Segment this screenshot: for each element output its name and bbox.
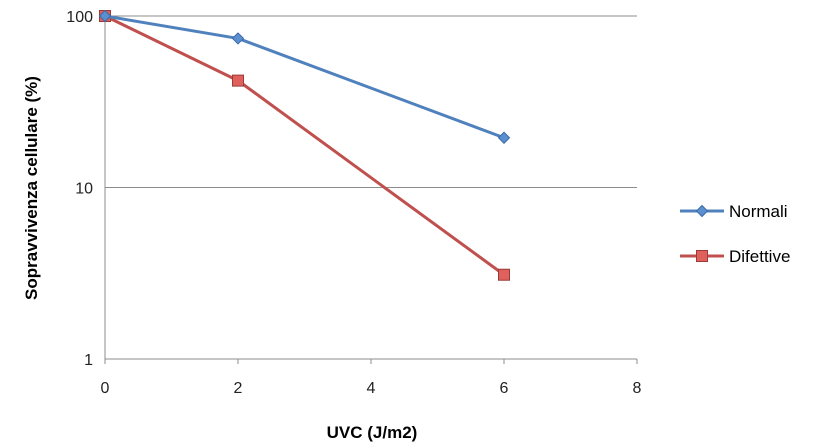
series-line-normali bbox=[104, 14, 505, 140]
legend-label-normali: Normali bbox=[729, 202, 788, 221]
legend-marker-normali bbox=[695, 204, 709, 218]
x-tick-label-0: 0 bbox=[101, 380, 110, 397]
data-point-normali-2 bbox=[231, 32, 245, 45]
axes bbox=[104, 16, 638, 364]
data-point-normali-6 bbox=[497, 131, 511, 144]
x-tick-label-8: 8 bbox=[633, 380, 642, 397]
y-tick-label-100: 100 bbox=[66, 9, 93, 26]
series-group bbox=[98, 9, 511, 281]
x-tick-label-2: 2 bbox=[234, 380, 243, 397]
legend: Normali Difettive bbox=[680, 202, 790, 266]
gridlines bbox=[105, 15, 637, 188]
data-point-normali-0 bbox=[98, 9, 112, 23]
y-tick-label-10: 10 bbox=[75, 181, 93, 198]
series-line-difettive bbox=[104, 14, 505, 276]
tick-labels: 1 10 100 0 2 4 6 8 bbox=[66, 9, 641, 397]
y-tick-label-1: 1 bbox=[84, 352, 93, 369]
legend-label-difettive: Difettive bbox=[729, 247, 790, 266]
y-axis-title: Sopravvivenza cellulare (%) bbox=[22, 76, 41, 300]
data-point-difettive-6 bbox=[498, 268, 510, 281]
x-tick-label-4: 4 bbox=[367, 380, 376, 397]
data-point-difettive-2 bbox=[232, 74, 244, 87]
legend-marker-difettive bbox=[696, 250, 708, 262]
x-tick-label-6: 6 bbox=[500, 380, 509, 397]
x-axis-title: UVC (J/m2) bbox=[327, 423, 418, 442]
